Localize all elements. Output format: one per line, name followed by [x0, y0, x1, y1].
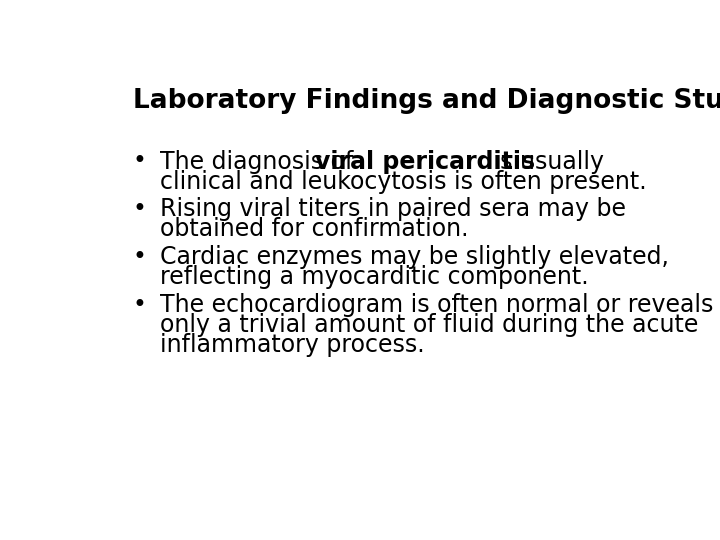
Text: only a trivial amount of fluid during the acute: only a trivial amount of fluid during th…	[160, 313, 698, 337]
Text: •: •	[132, 150, 146, 173]
Text: Laboratory Findings and Diagnostic Studies: Laboratory Findings and Diagnostic Studi…	[132, 88, 720, 114]
Text: Rising viral titers in paired sera may be: Rising viral titers in paired sera may b…	[160, 197, 626, 221]
Text: •: •	[132, 293, 146, 317]
Text: reflecting a myocarditic component.: reflecting a myocarditic component.	[160, 265, 588, 289]
Text: Cardiac enzymes may be slightly elevated,: Cardiac enzymes may be slightly elevated…	[160, 245, 669, 269]
Text: inflammatory process.: inflammatory process.	[160, 333, 424, 357]
Text: obtained for confirmation.: obtained for confirmation.	[160, 217, 468, 241]
Text: •: •	[132, 245, 146, 269]
Text: clinical and leukocytosis is often present.: clinical and leukocytosis is often prese…	[160, 170, 647, 193]
Text: •: •	[132, 197, 146, 221]
Text: The echocardiogram is often normal or reveals: The echocardiogram is often normal or re…	[160, 293, 713, 317]
Text: The diagnosis of: The diagnosis of	[160, 150, 361, 173]
Text: viral pericarditis: viral pericarditis	[315, 150, 536, 173]
Text: is usually: is usually	[486, 150, 604, 173]
